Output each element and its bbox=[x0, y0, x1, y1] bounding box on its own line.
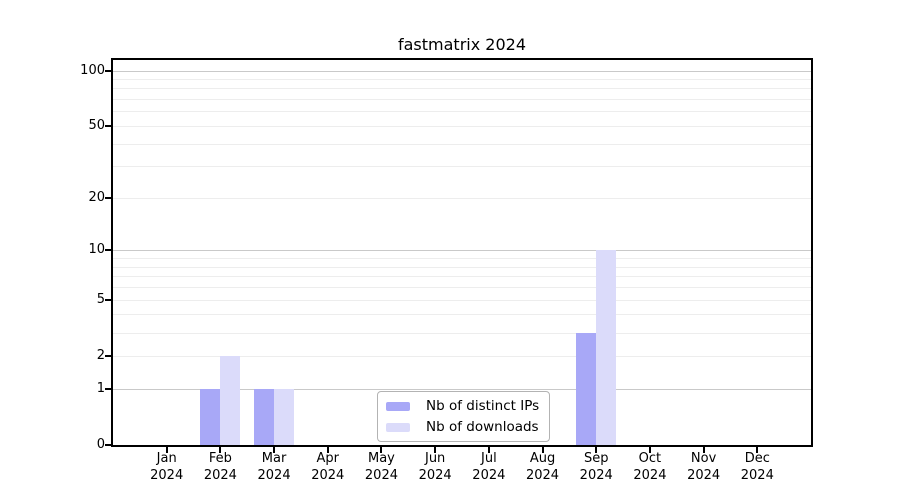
minor-gridline bbox=[113, 99, 811, 101]
x-tick-label-mar: Mar 2024 bbox=[257, 451, 291, 483]
bar-mar-series1 bbox=[274, 388, 295, 445]
bar-sep-series1 bbox=[596, 250, 617, 445]
chart-title: fastmatrix 2024 bbox=[397, 35, 526, 54]
bar-mar-series0 bbox=[254, 388, 275, 445]
y-tick-mark bbox=[105, 249, 111, 252]
minor-gridline bbox=[113, 355, 811, 357]
x-tick-label-apr: Apr 2024 bbox=[311, 451, 345, 483]
legend-label-downloads: Nb of downloads bbox=[426, 419, 539, 435]
x-tick-mark bbox=[273, 447, 276, 453]
x-tick-mark bbox=[595, 447, 598, 453]
legend-swatch-downloads-icon bbox=[386, 422, 410, 432]
x-tick-mark bbox=[165, 447, 168, 453]
y-tick-label: 2 bbox=[96, 347, 105, 363]
x-tick-mark bbox=[487, 447, 490, 453]
minor-gridline bbox=[113, 111, 811, 113]
x-tick-mark bbox=[702, 447, 705, 453]
minor-gridline bbox=[113, 276, 811, 278]
x-tick-label-aug: Aug 2024 bbox=[525, 451, 560, 483]
x-tick-label-jul: Jul 2024 bbox=[472, 451, 506, 483]
minor-gridline bbox=[113, 88, 811, 90]
minor-gridline bbox=[113, 143, 811, 145]
minor-gridline bbox=[113, 299, 811, 301]
minor-gridline bbox=[113, 197, 811, 199]
x-tick-mark bbox=[648, 447, 651, 453]
legend-item-downloads: Nb of downloads bbox=[386, 418, 539, 436]
x-tick-mark bbox=[326, 447, 329, 453]
y-tick-mark bbox=[105, 124, 111, 127]
legend-label-distinct-ips: Nb of distinct IPs bbox=[426, 398, 540, 414]
y-tick-label: 20 bbox=[88, 189, 105, 205]
plot-area bbox=[111, 58, 813, 447]
minor-gridline bbox=[113, 125, 811, 127]
x-tick-mark bbox=[380, 447, 383, 453]
x-tick-mark bbox=[219, 447, 222, 453]
minor-gridline bbox=[113, 332, 811, 334]
minor-gridline bbox=[113, 314, 811, 316]
minor-gridline bbox=[113, 287, 811, 289]
major-gridline bbox=[113, 70, 811, 72]
x-tick-label-nov: Nov 2024 bbox=[687, 451, 721, 483]
y-tick-mark bbox=[105, 354, 111, 357]
legend-item-distinct-ips: Nb of distinct IPs bbox=[386, 397, 539, 415]
y-tick-label: 0 bbox=[96, 437, 105, 452]
y-tick-label: 100 bbox=[80, 62, 105, 78]
y-tick-mark bbox=[105, 196, 111, 199]
x-tick-label-dec: Dec 2024 bbox=[740, 451, 774, 483]
minor-gridline bbox=[113, 79, 811, 80]
x-tick-mark bbox=[756, 447, 759, 453]
x-tick-label-sep: Sep 2024 bbox=[579, 451, 613, 483]
y-tick-mark bbox=[105, 387, 111, 390]
x-tick-label-oct: Oct 2024 bbox=[633, 451, 667, 483]
x-tick-label-feb: Feb 2024 bbox=[203, 451, 237, 483]
major-gridline bbox=[113, 250, 811, 252]
major-gridline bbox=[113, 388, 811, 390]
x-tick-label-jan: Jan 2024 bbox=[150, 451, 184, 483]
y-tick-label: 50 bbox=[88, 117, 105, 133]
y-tick-label: 10 bbox=[88, 242, 105, 258]
minor-gridline bbox=[113, 266, 811, 268]
legend-swatch-distinct-ips-icon bbox=[386, 401, 410, 411]
x-tick-label-jun: Jun 2024 bbox=[418, 451, 452, 483]
legend: Nb of distinct IPs Nb of downloads bbox=[377, 391, 551, 442]
bar-feb-series0 bbox=[200, 388, 221, 445]
bar-feb-series1 bbox=[220, 355, 241, 445]
y-tick-label: 5 bbox=[96, 291, 105, 307]
x-tick-mark bbox=[434, 447, 437, 453]
y-tick-mark bbox=[105, 444, 111, 446]
bar-sep-series0 bbox=[576, 332, 597, 445]
x-tick-mark bbox=[541, 447, 544, 453]
y-tick-mark bbox=[105, 298, 111, 301]
y-tick-label: 1 bbox=[96, 380, 105, 396]
minor-gridline bbox=[113, 166, 811, 168]
minor-gridline bbox=[113, 258, 811, 260]
y-tick-mark bbox=[105, 69, 111, 72]
x-tick-label-may: May 2024 bbox=[364, 451, 398, 483]
